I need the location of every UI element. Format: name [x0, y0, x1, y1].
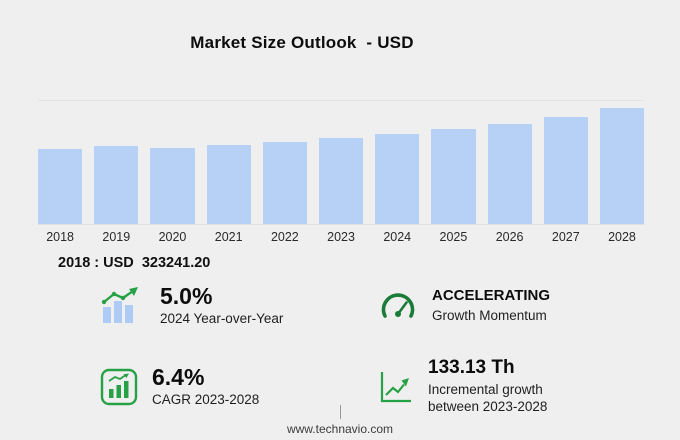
yoy-bars-trend-icon [100, 287, 146, 325]
stat-cagr-text: 6.4% CAGR 2023-2028 [152, 365, 259, 409]
incremental-growth-icon [378, 369, 414, 405]
stat-yoy: 5.0% 2024 Year-over-Year [100, 284, 378, 328]
footer-divider [340, 405, 341, 419]
bar-2028 [599, 107, 645, 224]
stats-grid: 5.0% 2024 Year-over-Year ACCELERATING Gr… [100, 284, 580, 416]
stat-incremental: 133.13 Th Incremental growth between 202… [378, 357, 580, 416]
x-tick-2026: 2026 [495, 230, 524, 244]
stat-cagr: 6.4% CAGR 2023-2028 [100, 358, 378, 416]
stat-incremental-text: 133.13 Th Incremental growth between 202… [428, 357, 580, 416]
bar-2022 [262, 142, 307, 224]
gauge-icon [378, 289, 418, 323]
bar-2023 [318, 138, 364, 224]
cagr-label: CAGR 2023-2028 [152, 391, 260, 407]
x-tick-2018: 2018 [46, 230, 74, 244]
x-tick-2019: 2019 [102, 230, 131, 244]
footer-url: www.technavio.com [286, 422, 394, 436]
incremental-value: 133.13 Th [428, 357, 515, 379]
chart-title: Market Size Outlook - USD [190, 33, 414, 52]
bar-2025 [431, 129, 476, 224]
x-tick-2021: 2021 [214, 230, 243, 244]
bar-2021 [206, 145, 251, 224]
cagr-value: 6.4% [152, 363, 205, 390]
yoy-value: 5.0% [160, 283, 213, 309]
yoy-label: 2024 Year-over-Year [160, 311, 284, 327]
bar-2024 [375, 134, 420, 224]
bar-2027 [543, 117, 588, 224]
x-tick-2025: 2025 [439, 230, 468, 244]
x-tick-2023: 2023 [327, 230, 355, 244]
incremental-label: Incremental growth between 2023-2028 [428, 381, 548, 414]
x-tick-2024: 2024 [383, 230, 412, 244]
cagr-chart-icon [100, 368, 138, 406]
bar-chart-plot [38, 100, 645, 225]
bar-2018 [38, 148, 83, 224]
bar-2026 [487, 123, 532, 224]
x-axis-labels: 2018 2019 2020 2021 2022 2023 2024 2025 2026 2027… [38, 230, 644, 244]
base-year-annotation: 2018 : USD 323241.20 [58, 255, 211, 271]
x-tick-2028: 2028 [608, 230, 636, 244]
x-tick-2020: 2020 [158, 230, 187, 244]
bar-2020 [150, 147, 195, 224]
momentum-label: Growth Momentum [432, 308, 547, 324]
momentum-value: ACCELERATING [432, 287, 551, 305]
bar-2019 [94, 146, 139, 224]
x-tick-2027: 2027 [551, 230, 580, 244]
stat-momentum-text: ACCELERATING Growth Momentum [432, 287, 550, 325]
stat-momentum: ACCELERATING Growth Momentum [378, 284, 580, 328]
stat-yoy-text: 5.0% 2024 Year-over-Year [160, 284, 283, 328]
x-tick-2022: 2022 [270, 230, 299, 244]
